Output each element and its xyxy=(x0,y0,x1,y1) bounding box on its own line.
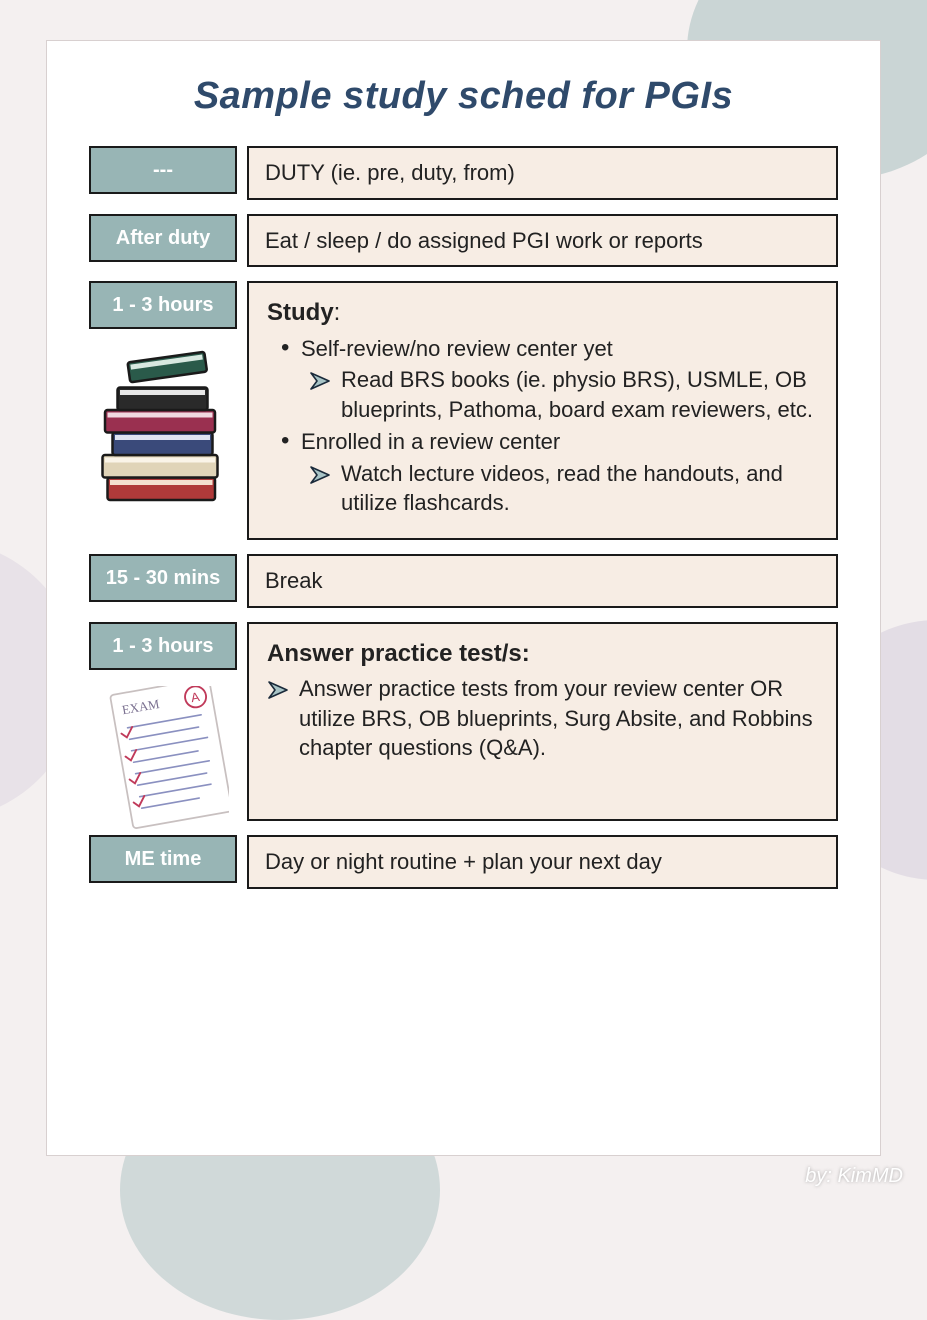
practice-heading: Answer practice test/s: xyxy=(267,638,818,670)
arrow-icon xyxy=(309,369,333,393)
bullet-label: Enrolled in a review center xyxy=(301,429,560,454)
content-cell: Answer practice test/s: Answer practice … xyxy=(247,622,838,821)
schedule-row-practice: 1 - 3 hours EXAM A xyxy=(89,622,838,821)
content-cell: Day or night routine + plan your next da… xyxy=(247,835,838,889)
schedule-row: 15 - 30 mins Break xyxy=(89,554,838,608)
bullet-item: Self-review/no review center yet Read BR… xyxy=(281,334,818,425)
bullet-label: Self-review/no review center yet xyxy=(301,336,613,361)
content-cell: Break xyxy=(247,554,838,608)
arrow-line: Watch lecture videos, read the handouts,… xyxy=(301,459,818,518)
arrow-text: Answer practice tests from your review c… xyxy=(299,674,818,763)
time-badge: After duty xyxy=(89,214,237,262)
arrow-icon xyxy=(267,678,291,702)
time-col: ME time xyxy=(89,835,237,889)
books-icon xyxy=(85,345,235,520)
time-col: 1 - 3 hours xyxy=(89,281,237,540)
credit-text: by: KimMD xyxy=(805,1165,903,1188)
time-badge: 1 - 3 hours xyxy=(89,281,237,329)
time-col: --- xyxy=(89,146,237,200)
time-badge: 1 - 3 hours xyxy=(89,622,237,670)
schedule-row: --- DUTY (ie. pre, duty, from) xyxy=(89,146,838,200)
arrow-text: Read BRS books (ie. physio BRS), USMLE, … xyxy=(341,365,818,424)
time-col: 15 - 30 mins xyxy=(89,554,237,608)
time-badge: ME time xyxy=(89,835,237,883)
content-cell: Eat / sleep / do assigned PGI work or re… xyxy=(247,214,838,268)
time-badge: 15 - 30 mins xyxy=(89,554,237,602)
time-col: 1 - 3 hours EXAM A xyxy=(89,622,237,821)
arrow-line: Answer practice tests from your review c… xyxy=(267,674,818,763)
schedule-row: ME time Day or night routine + plan your… xyxy=(89,835,838,889)
schedule-card: Sample study sched for PGIs --- DUTY (ie… xyxy=(46,40,881,1156)
schedule-row: After duty Eat / sleep / do assigned PGI… xyxy=(89,214,838,268)
study-heading: Study: xyxy=(267,297,818,329)
arrow-text: Watch lecture videos, read the handouts,… xyxy=(341,459,818,518)
time-badge: --- xyxy=(89,146,237,194)
schedule-row-study: 1 - 3 hours xyxy=(89,281,838,540)
arrow-icon xyxy=(309,463,333,487)
bullet-item: Enrolled in a review center Watch lectur… xyxy=(281,427,818,518)
content-cell: DUTY (ie. pre, duty, from) xyxy=(247,146,838,200)
study-bullets: Self-review/no review center yet Read BR… xyxy=(267,334,818,518)
content-cell: Study: Self-review/no review center yet … xyxy=(247,281,838,540)
page-title: Sample study sched for PGIs xyxy=(89,75,838,118)
time-col: After duty xyxy=(89,214,237,268)
arrow-line: Read BRS books (ie. physio BRS), USMLE, … xyxy=(301,365,818,424)
